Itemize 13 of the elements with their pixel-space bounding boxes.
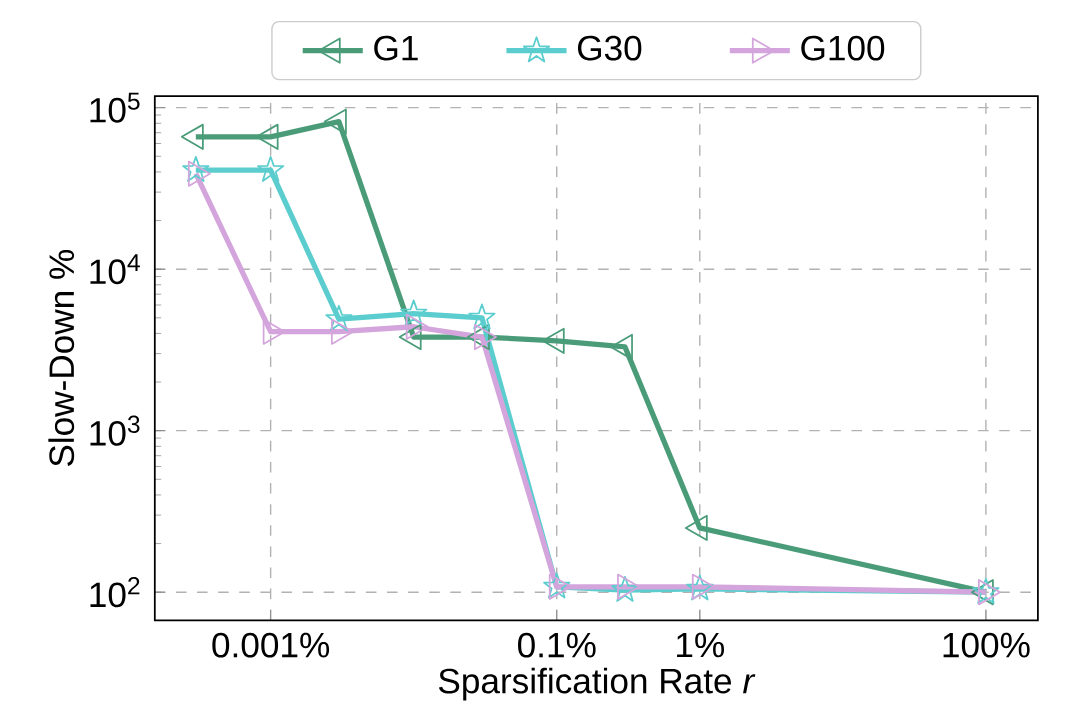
x-tick-label: 0.001% (212, 632, 330, 658)
legend-label: G30 (577, 35, 642, 61)
x-axis-title: Sparsification Rate r (438, 667, 756, 701)
y-tick-label: 10$^{2}$ (90, 576, 140, 608)
y-tick-label: 10$^{5}$ (90, 92, 140, 123)
x-tick-label: 0.1% (518, 632, 596, 658)
x-tick-label: 1% (677, 632, 724, 658)
x-tick-label: 100% (943, 632, 1030, 658)
y-tick-label: 10$^{4}$ (90, 253, 140, 284)
y-axis-title: Slow-Down % (48, 249, 75, 466)
legend-label: G1 (374, 35, 418, 61)
y-tick-label: 10$^{3}$ (90, 415, 140, 446)
legend-label: G100 (801, 35, 885, 61)
